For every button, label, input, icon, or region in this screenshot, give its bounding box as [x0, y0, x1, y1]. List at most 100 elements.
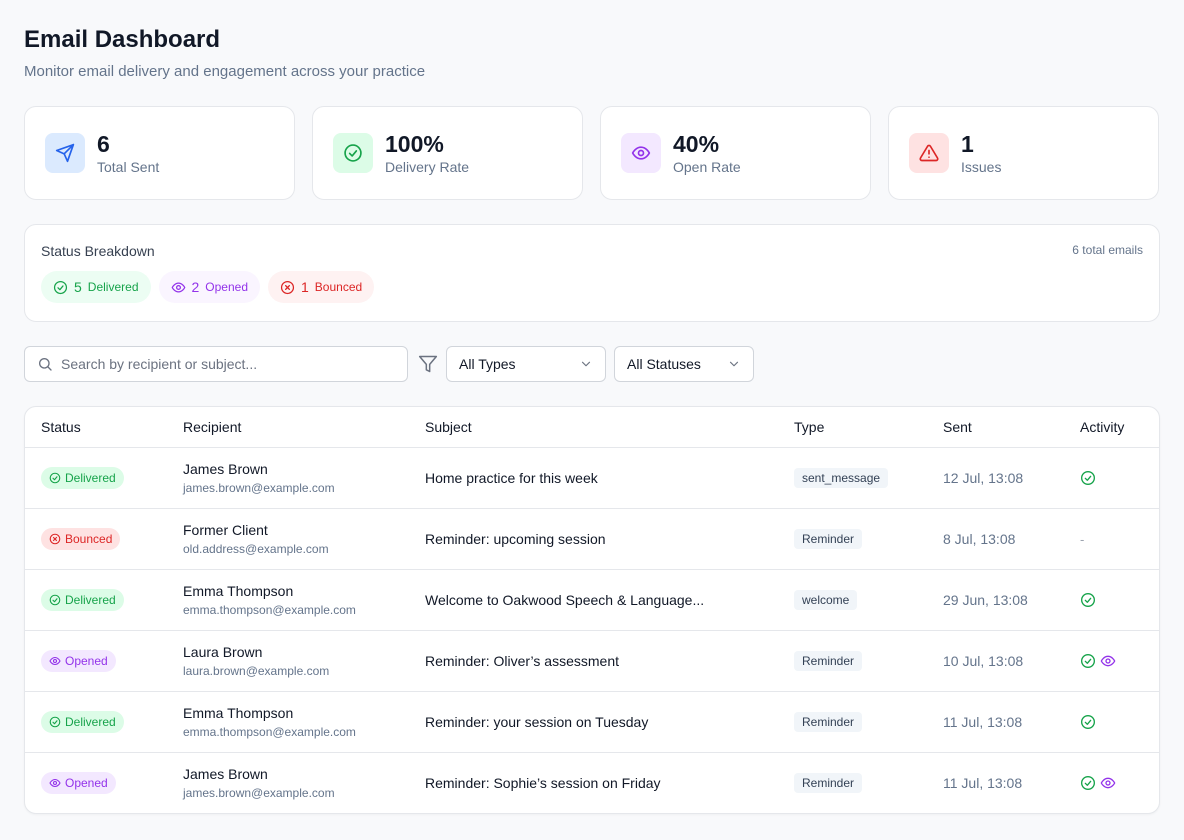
stat-label: Issues: [961, 159, 1002, 175]
type-select[interactable]: All Types: [446, 346, 606, 382]
sent-time: 8 Jul, 13:08: [927, 508, 1064, 570]
recipient-email: james.brown@example.com: [183, 480, 335, 495]
recipient-name: Laura Brown: [183, 643, 263, 660]
recipient-name: James Brown: [183, 765, 268, 782]
search-input[interactable]: [61, 356, 381, 372]
status-badge: Opened: [41, 771, 116, 794]
email-subject: Reminder: upcoming session: [409, 508, 778, 570]
stat-label: Total Sent: [97, 159, 160, 175]
column-header-status[interactable]: Status: [25, 407, 167, 448]
eye-icon: [49, 778, 61, 787]
stats-row: 6 Total Sent 100% Delivery Rate 40% Open…: [24, 106, 1160, 200]
recipient-email: old.address@example.com: [183, 541, 329, 556]
check-circle-icon: [49, 716, 61, 727]
status-badge: Delivered: [41, 588, 124, 611]
recipient-email: emma.thompson@example.com: [183, 602, 356, 617]
status-badge: Delivered: [41, 710, 124, 733]
email-subject: Home practice for this week: [409, 447, 778, 509]
stat-label: Delivery Rate: [385, 159, 470, 175]
eye-icon: [621, 133, 661, 173]
recipient-name: Former Client: [183, 521, 268, 538]
stat-card-open-rate: 40% Open Rate: [600, 106, 871, 200]
activity-indicators: [1080, 470, 1143, 486]
eye-icon: [1100, 777, 1116, 789]
type-select-value: All Types: [459, 356, 516, 372]
table-header-row: Status Recipient Subject Type Sent Activ…: [25, 407, 1159, 448]
stat-value: 100%: [385, 131, 444, 157]
search-box: [24, 346, 408, 382]
email-dashboard: Email Dashboard Monitor email delivery a…: [24, 24, 1160, 814]
check-circle-icon: [1081, 653, 1095, 668]
page-subtitle: Monitor email delivery and engagement ac…: [24, 63, 426, 80]
column-header-subject[interactable]: Subject: [409, 407, 778, 448]
column-header-recipient[interactable]: Recipient: [167, 407, 409, 448]
table-row[interactable]: Opened James Brown james.brown@example.co…: [25, 752, 1159, 813]
recipient-email: emma.thompson@example.com: [183, 724, 356, 739]
eye-icon: [49, 656, 61, 665]
chip-count: 1: [301, 279, 309, 295]
chip-label: Delivered: [87, 280, 139, 294]
column-header-type[interactable]: Type: [778, 407, 927, 448]
x-circle-icon: [49, 533, 61, 544]
status-select[interactable]: All Statuses: [614, 346, 754, 382]
sent-time: 10 Jul, 13:08: [927, 630, 1064, 692]
emails-table-container: Status Recipient Subject Type Sent Activ…: [24, 406, 1160, 814]
chip-label: Opened: [205, 280, 248, 294]
status-breakdown: Status Breakdown 6 total emails 5 Delive…: [24, 224, 1160, 322]
chip-bounced[interactable]: 1 Bounced: [268, 271, 375, 303]
recipient-name: Emma Thompson: [183, 582, 294, 599]
search-icon: [39, 358, 52, 371]
chip-opened[interactable]: 2 Opened: [158, 271, 260, 303]
activity-indicators: [1080, 714, 1143, 730]
email-subject: Welcome to Oakwood Speech & Language...: [409, 569, 778, 631]
email-subject: Reminder: Oliver’s assessment: [409, 630, 778, 692]
activity-indicators: [1080, 653, 1143, 669]
type-pill: welcome: [794, 589, 858, 610]
eye-icon: [1100, 655, 1116, 666]
activity-indicators: [1080, 775, 1143, 791]
column-header-sent[interactable]: Sent: [927, 407, 1064, 448]
chip-delivered[interactable]: 5 Delivered: [41, 271, 151, 303]
recipient-name: James Brown: [183, 460, 268, 477]
check-circle-icon: [53, 280, 68, 294]
stat-value: 6: [97, 131, 110, 157]
table-row[interactable]: Delivered Emma Thompson emma.thompson@exa…: [25, 569, 1159, 631]
table-row[interactable]: Delivered Emma Thompson emma.thompson@exa…: [25, 691, 1159, 753]
status-select-value: All Statuses: [627, 356, 701, 372]
page-title: Email Dashboard: [24, 26, 221, 53]
activity-none: -: [1080, 531, 1085, 547]
stat-value: 40%: [673, 131, 720, 157]
sent-time: 12 Jul, 13:08: [927, 447, 1064, 509]
alert-triangle-icon: [909, 133, 949, 173]
recipient-email: laura.brown@example.com: [183, 663, 330, 678]
type-pill: Reminder: [794, 650, 863, 671]
table-row[interactable]: Delivered James Brown james.brown@example…: [25, 447, 1159, 509]
table-row[interactable]: Opened Laura Brown laura.brown@example.co…: [25, 630, 1159, 692]
table-row[interactable]: Bounced Former Client old.address@example…: [25, 508, 1159, 570]
filter-bar: All Types All Statuses: [24, 346, 1160, 382]
check-circle-icon: [1081, 470, 1095, 485]
check-circle-icon: [49, 472, 61, 483]
type-pill: Reminder: [794, 528, 863, 549]
eye-icon: [171, 282, 185, 292]
chip-count: 2: [191, 279, 200, 295]
check-circle-icon: [1081, 592, 1095, 607]
type-pill: Reminder: [794, 772, 863, 793]
chevron-down-icon: [729, 361, 739, 367]
filter-icon: [418, 355, 438, 373]
chip-label: Bounced: [314, 280, 363, 294]
stat-card-total-sent: 6 Total Sent: [24, 106, 295, 200]
type-pill: Reminder: [794, 711, 863, 732]
stat-card-delivery-rate: 100% Delivery Rate: [312, 106, 583, 200]
status-badge: Bounced: [41, 527, 121, 550]
email-subject: Reminder: Sophie’s session on Friday: [425, 774, 661, 791]
emails-table: Status Recipient Subject Type Sent Activ…: [25, 407, 1159, 813]
type-pill: sent_message: [794, 467, 889, 488]
column-header-activity: Activity: [1064, 407, 1159, 448]
stat-label: Open Rate: [673, 159, 741, 175]
email-subject: Reminder: your session on Tuesday: [409, 691, 778, 753]
send-icon: [45, 133, 85, 173]
stat-card-issues: 1 Issues: [888, 106, 1159, 200]
check-circle-icon: [1081, 775, 1095, 790]
check-circle-icon: [333, 133, 373, 173]
